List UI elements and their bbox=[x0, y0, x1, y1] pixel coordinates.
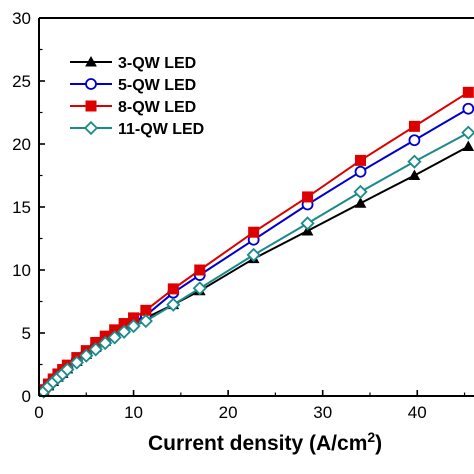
legend-label-5-qw-led: 5-QW LED bbox=[118, 77, 196, 94]
series-3-qw-led-point-20 bbox=[462, 140, 474, 152]
series-line-5-qw-led bbox=[42, 107, 469, 392]
series-11-qw-led-point-20 bbox=[461, 125, 474, 140]
series-11-qw-led-point-19 bbox=[407, 154, 422, 169]
series-layer bbox=[39, 86, 474, 399]
x-axis-title: Current density (A/cm2) bbox=[148, 429, 382, 455]
legend-item-3-qw-led: 3-QW LED bbox=[70, 55, 196, 72]
series-11-qw-led-point-5 bbox=[60, 362, 75, 377]
x-tick-label-20: 20 bbox=[219, 403, 238, 422]
series-11-qw-led-point-8 bbox=[88, 342, 103, 357]
series-11-qw-led-point-18 bbox=[353, 184, 368, 199]
series-8-qw-led-point-19 bbox=[408, 120, 420, 132]
series-8-qw-led-point-15 bbox=[194, 264, 206, 276]
series-3-qw-led bbox=[39, 140, 474, 396]
series-8-qw-led-point-14 bbox=[167, 283, 179, 295]
y-tick-label-30: 30 bbox=[12, 9, 31, 28]
legend-marker-3-qw-led-point-0 bbox=[85, 55, 97, 67]
legend-marker-11-qw-led-point-0 bbox=[83, 120, 99, 136]
series-11-qw-led-point-17 bbox=[300, 216, 315, 231]
y-tick-label-25: 25 bbox=[12, 72, 31, 91]
legend-label-8-qw-led: 8-QW LED bbox=[118, 99, 196, 116]
series-11-qw-led-point-7 bbox=[79, 348, 94, 363]
series-5-qw-led-point-20 bbox=[462, 102, 474, 115]
series-11-qw-led-point-11 bbox=[117, 324, 132, 339]
series-5-qw-led-point-18 bbox=[354, 165, 367, 178]
y-tick-label-0: 0 bbox=[22, 387, 31, 406]
series-11-qw-led-point-13 bbox=[138, 313, 153, 329]
y-tick-label-5: 5 bbox=[22, 324, 31, 343]
series-11-qw-led-point-16 bbox=[246, 247, 261, 262]
series-5-qw-led-point-19 bbox=[408, 134, 421, 147]
series-11-qw-led-point-12 bbox=[126, 318, 141, 334]
x-tick-label-40: 40 bbox=[408, 403, 427, 422]
y-tick-label-15: 15 bbox=[12, 198, 31, 217]
series-11-qw-led-point-10 bbox=[107, 330, 122, 345]
axes-layer: 0 5 10 15 20 25 30 0 10 20 30 40 bbox=[12, 9, 474, 422]
series-11-qw-led bbox=[39, 125, 474, 399]
series-11-qw-led-point-6 bbox=[69, 355, 84, 370]
legend: 3-QW LED 5-QW LED 8-QW LED 11-QW LED bbox=[70, 55, 204, 138]
y-tick-label-20: 20 bbox=[12, 135, 31, 154]
series-8-qw-led-point-17 bbox=[302, 191, 314, 203]
series-11-qw-led-point-9 bbox=[98, 336, 113, 351]
series-8-qw-led-point-18 bbox=[355, 154, 367, 166]
legend-item-8-qw-led: 8-QW LED bbox=[70, 99, 196, 116]
legend-item-5-qw-led: 5-QW LED bbox=[70, 77, 196, 94]
legend-label-11-qw-led: 11-QW LED bbox=[118, 121, 204, 138]
x-tick-label-30: 30 bbox=[313, 403, 332, 422]
series-11-qw-led-point-15 bbox=[192, 281, 207, 296]
y-tick-label-10: 10 bbox=[12, 261, 31, 280]
series-8-qw-led-point-16 bbox=[248, 226, 260, 238]
series-3-qw-led-point-18 bbox=[354, 197, 367, 208]
legend-item-11-qw-led: 11-QW LED bbox=[70, 120, 204, 138]
legend-marker-8-qw-led-point-0 bbox=[85, 100, 97, 112]
series-3-qw-led-point-19 bbox=[408, 169, 421, 180]
legend-marker-5-qw-led-point-0 bbox=[85, 78, 97, 90]
series-5-qw-led bbox=[39, 102, 474, 397]
legend-label-3-qw-led: 3-QW LED bbox=[118, 55, 196, 72]
series-11-qw-led-point-14 bbox=[166, 297, 181, 312]
series-line-3-qw-led bbox=[42, 145, 469, 392]
x-tick-label-10: 10 bbox=[124, 403, 143, 422]
series-8-qw-led-point-13 bbox=[140, 304, 152, 316]
series-8-qw-led-point-20 bbox=[462, 86, 474, 98]
x-tick-label-0: 0 bbox=[34, 403, 43, 422]
